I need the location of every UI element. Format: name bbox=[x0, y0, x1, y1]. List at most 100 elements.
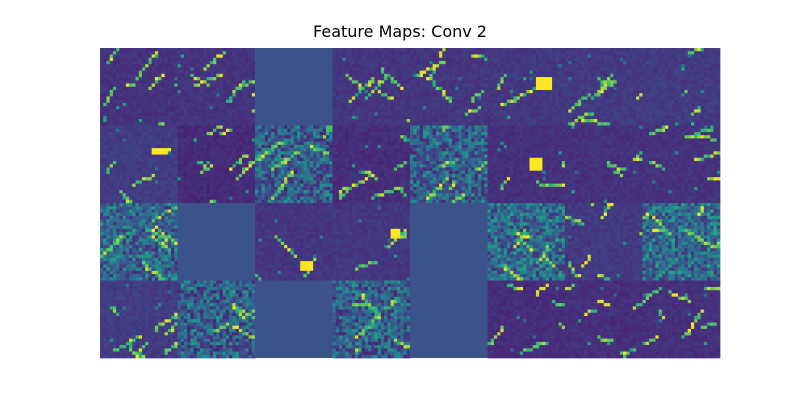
activation-cell bbox=[510, 60, 514, 65]
activation-cell bbox=[384, 102, 388, 107]
activation-cell bbox=[403, 109, 408, 113]
activation-cell bbox=[225, 128, 230, 133]
activation-cell bbox=[119, 60, 123, 65]
activation-cell bbox=[151, 102, 156, 107]
activation-cell bbox=[455, 64, 459, 68]
activation-cell bbox=[658, 57, 663, 62]
activation-cell bbox=[700, 112, 705, 117]
activation-cell bbox=[222, 102, 227, 107]
activation-cell bbox=[603, 86, 608, 91]
activation-cell bbox=[571, 93, 576, 97]
activation-cell bbox=[206, 170, 211, 175]
activation-cell bbox=[561, 70, 566, 75]
activation-cell bbox=[119, 57, 123, 62]
activation-cell bbox=[167, 80, 172, 84]
activation-cell bbox=[342, 48, 346, 52]
activation-cell bbox=[581, 106, 585, 110]
activation-cell bbox=[697, 122, 701, 126]
activation-cell bbox=[122, 99, 127, 104]
activation-cell bbox=[481, 106, 485, 110]
activation-cell bbox=[432, 99, 437, 104]
activation-cell bbox=[426, 122, 430, 126]
activation-cell bbox=[636, 96, 640, 101]
activation-cell bbox=[103, 106, 107, 110]
activation-cell bbox=[658, 89, 663, 94]
activation-cell bbox=[455, 86, 459, 91]
activation-cell bbox=[171, 161, 175, 165]
activation-cell bbox=[190, 54, 194, 59]
activation-cell bbox=[196, 167, 201, 172]
activation-cell bbox=[393, 54, 398, 59]
activation-cell bbox=[703, 57, 708, 62]
activation-cell bbox=[109, 164, 114, 168]
activation-cell bbox=[393, 109, 398, 113]
activation-cell bbox=[132, 73, 136, 78]
activation-cell bbox=[248, 67, 253, 71]
activation-cell bbox=[429, 70, 433, 75]
activation-cell bbox=[225, 167, 230, 172]
activation-cell bbox=[216, 148, 220, 152]
activation-cell bbox=[678, 67, 682, 71]
activation-cell bbox=[145, 54, 149, 59]
activation-cell bbox=[122, 60, 127, 65]
activation-cell bbox=[229, 70, 233, 75]
activation-cell bbox=[125, 122, 130, 126]
activation-cell bbox=[555, 102, 559, 107]
activation-cell bbox=[219, 83, 224, 88]
activation-cell bbox=[132, 70, 136, 75]
activation-cell bbox=[561, 77, 566, 81]
activation-cell bbox=[393, 119, 398, 123]
activation-cell bbox=[487, 96, 492, 101]
activation-cell bbox=[552, 70, 556, 75]
activation-cell bbox=[616, 115, 621, 120]
activation-cell bbox=[219, 67, 224, 71]
activation-cell bbox=[335, 102, 340, 107]
activation-cell bbox=[636, 73, 640, 78]
activation-cell bbox=[532, 70, 537, 75]
activation-cell bbox=[674, 89, 679, 94]
activation-cell bbox=[213, 170, 217, 175]
activation-cell bbox=[716, 106, 721, 110]
activation-cell bbox=[439, 122, 443, 126]
activation-cell bbox=[697, 60, 701, 65]
activation-cell bbox=[116, 51, 120, 55]
activation-cell bbox=[410, 89, 414, 94]
activation-cell bbox=[225, 109, 230, 113]
activation-cell bbox=[161, 125, 165, 130]
activation-cell bbox=[542, 57, 546, 62]
activation-cell bbox=[167, 154, 172, 159]
activation-cell bbox=[122, 170, 127, 175]
activation-cell bbox=[141, 109, 146, 113]
activation-cell bbox=[671, 93, 676, 97]
activation-cell bbox=[400, 48, 404, 52]
activation-cell bbox=[671, 119, 676, 123]
activation-cell bbox=[435, 67, 440, 71]
activation-cell bbox=[694, 106, 698, 110]
activation-cell bbox=[148, 54, 153, 59]
activation-cell bbox=[439, 70, 443, 75]
activation-cell bbox=[167, 122, 172, 126]
activation-cell bbox=[645, 70, 650, 75]
activation-cell bbox=[348, 86, 353, 91]
activation-cell bbox=[516, 48, 521, 52]
activation-cell bbox=[513, 67, 517, 71]
activation-cell bbox=[138, 151, 143, 155]
activation-cell bbox=[132, 125, 136, 130]
activation-cell bbox=[209, 135, 214, 139]
activation-cell bbox=[610, 67, 614, 71]
activation-cell bbox=[610, 112, 614, 117]
activation-cell bbox=[358, 119, 362, 123]
activation-cell bbox=[387, 57, 391, 62]
activation-cell bbox=[180, 131, 185, 136]
activation-cell bbox=[132, 199, 136, 204]
activation-cell bbox=[474, 73, 479, 78]
activation-cell bbox=[345, 109, 349, 113]
activation-cell bbox=[668, 48, 672, 52]
activation-cell bbox=[351, 119, 356, 123]
activation-cell bbox=[100, 167, 104, 172]
activation-cell bbox=[606, 54, 611, 59]
activation-cell bbox=[232, 73, 236, 78]
activation-cell bbox=[655, 77, 659, 81]
activation-cell bbox=[222, 144, 227, 149]
activation-cell bbox=[109, 115, 114, 120]
